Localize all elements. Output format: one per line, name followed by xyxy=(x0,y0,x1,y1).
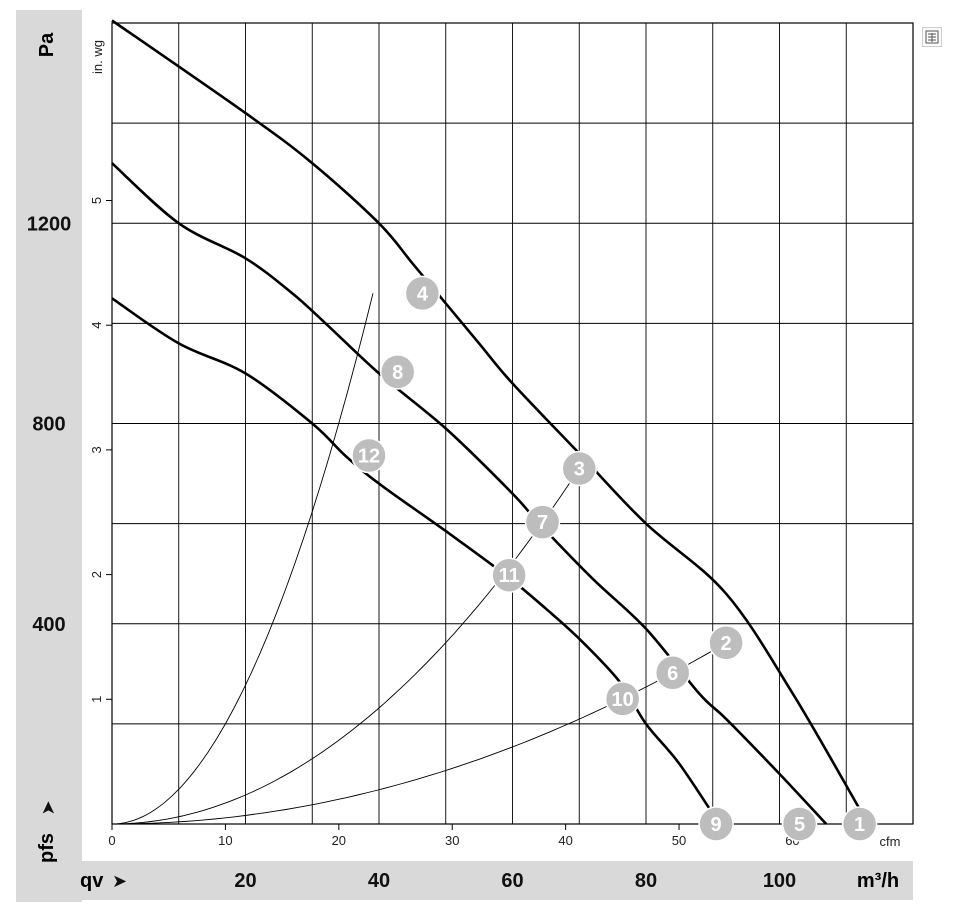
operating-point-9: 9 xyxy=(698,806,734,842)
operating-point-marker xyxy=(841,806,878,842)
operating-point-5: 5 xyxy=(781,806,818,842)
system-curve-2 xyxy=(111,468,580,825)
system-curve-1 xyxy=(111,293,374,825)
operating-point-11: 11 xyxy=(491,557,527,593)
x-tick-label-secondary: 50 xyxy=(672,833,686,848)
operating-point-4: 4 xyxy=(404,275,441,312)
operating-point-marker xyxy=(654,655,691,691)
y-tick-label-secondary: 2 xyxy=(89,571,104,578)
operating-point-label: 7 xyxy=(537,512,548,534)
x-axis-name-label: qv xyxy=(80,870,104,892)
operating-point-label: 2 xyxy=(721,633,732,655)
x-tick-label-secondary: 20 xyxy=(332,833,346,848)
operating-point-marker xyxy=(379,354,416,390)
operating-point-label: 3 xyxy=(574,459,585,481)
operating-point-marker xyxy=(491,557,527,593)
operating-point-2: 2 xyxy=(708,625,744,661)
operating-point-marker xyxy=(698,806,734,842)
fan-curve-1 xyxy=(111,19,861,810)
operating-point-marker xyxy=(561,450,597,487)
operating-point-label: 12 xyxy=(358,446,380,468)
operating-point-12: 12 xyxy=(351,437,387,474)
operating-point-marker xyxy=(604,681,641,717)
operating-point-marker xyxy=(351,437,387,474)
x-tick-label-secondary: 0 xyxy=(108,833,115,848)
operating-point-3: 3 xyxy=(561,450,597,487)
x-unit-primary-label: m³/h xyxy=(857,870,899,892)
y-axis-band xyxy=(16,10,82,902)
x-tick-label-primary: 100 xyxy=(763,870,796,892)
y-tick-label-primary: 1200 xyxy=(27,213,72,235)
operating-point-marker xyxy=(404,275,441,312)
operating-point-marker xyxy=(781,806,818,842)
x-tick-label-secondary: 30 xyxy=(445,833,459,848)
operating-point-1: 1 xyxy=(841,806,878,842)
operating-point-label: 11 xyxy=(499,565,520,587)
operating-point-label: 10 xyxy=(612,689,634,711)
operating-point-label: 8 xyxy=(392,362,403,384)
fan-curve-2 xyxy=(111,162,828,825)
operating-point-label: 1 xyxy=(854,814,865,836)
y-tick-label-secondary: 4 xyxy=(89,322,104,329)
y-tick-label-primary: 400 xyxy=(32,614,65,636)
operating-point-label: 5 xyxy=(794,814,805,836)
export-button[interactable] xyxy=(922,27,942,47)
x-tick-label-primary: 20 xyxy=(234,870,256,892)
y-tick-label-secondary: 3 xyxy=(89,446,104,453)
x-unit-secondary-label: cfm xyxy=(880,834,901,849)
y-tick-label-secondary: 5 xyxy=(89,197,104,204)
operating-point-label: 6 xyxy=(667,663,678,685)
y-tick-label-primary: 800 xyxy=(32,414,65,436)
fan-curve-3 xyxy=(111,297,721,825)
x-tick-label-primary: 60 xyxy=(501,870,523,892)
x-tick-label-secondary: 40 xyxy=(558,833,572,848)
y-tick-label-secondary: 1 xyxy=(89,696,104,703)
export-icon xyxy=(925,30,939,44)
y-unit-secondary-label: in. wg xyxy=(90,40,105,74)
x-tick-label-primary: 40 xyxy=(368,870,390,892)
operating-point-label: 9 xyxy=(711,814,722,836)
y-unit-primary-label: Pa xyxy=(36,32,58,57)
operating-point-7: 7 xyxy=(524,504,561,540)
x-tick-label-secondary: 10 xyxy=(218,833,232,848)
operating-point-marker xyxy=(524,504,561,540)
operating-point-10: 10 xyxy=(604,681,641,717)
x-tick-label-primary: 80 xyxy=(635,870,657,892)
operating-point-label: 4 xyxy=(417,283,429,305)
curves xyxy=(111,19,861,825)
y-axis-name-label: pfs xyxy=(36,833,58,863)
operating-point-marker xyxy=(708,625,744,661)
operating-point-8: 8 xyxy=(379,354,416,390)
y-axis-arrow-icon: ➤ xyxy=(38,800,58,815)
x-axis-arrow-icon: ➤ xyxy=(112,871,127,891)
grid xyxy=(111,22,914,825)
x-axis-band xyxy=(16,861,913,900)
operating-point-6: 6 xyxy=(654,655,691,691)
